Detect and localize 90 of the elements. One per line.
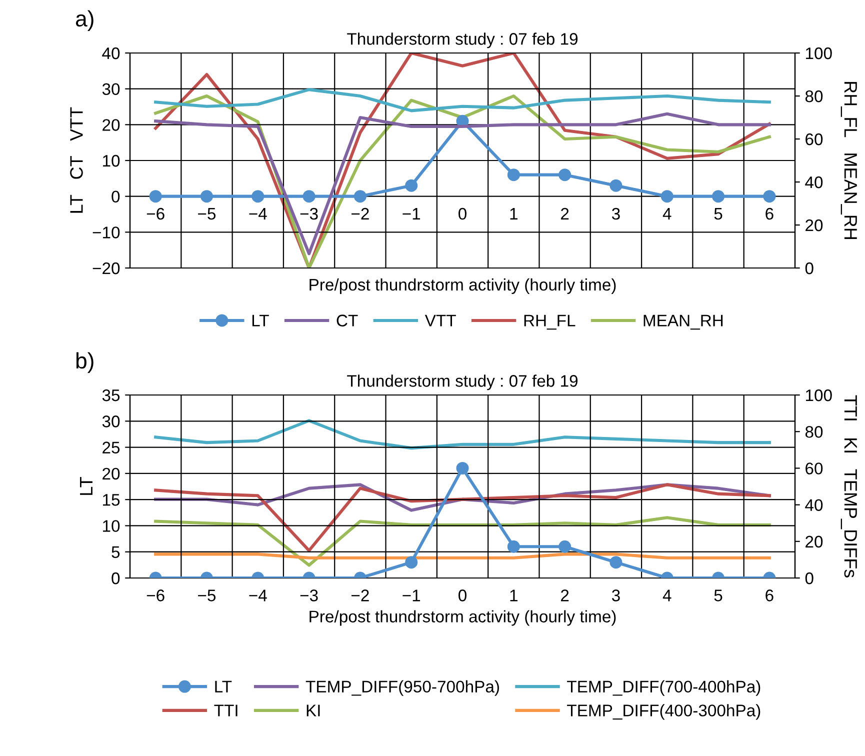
point (660, 190, 674, 203)
legend-label: CT (336, 314, 358, 326)
x-axis-title: Pre/post thundrstorm activity (hourly time) (310, 610, 616, 626)
y2-tick-label: 60 (806, 462, 823, 474)
y-tick-label: 20 (102, 119, 120, 131)
point (763, 190, 776, 203)
legend-label: VTT (424, 314, 456, 326)
line-series (154, 419, 771, 450)
y2-tick-label: 40 (805, 499, 823, 512)
line-series (154, 483, 771, 552)
y2-axis-title: RH_FL MEAN_RH (840, 82, 857, 239)
y2-tick-label: 40 (805, 176, 823, 188)
x-tick-label: 3 (612, 590, 620, 602)
x-tick-label: 5 (714, 590, 722, 602)
legend-label: LT (252, 314, 269, 326)
legend-label: TEMP_DIFF(700-400hPa) (567, 680, 760, 696)
x-axis-title: Pre/post thundrstorm activity (hourly time) (310, 278, 616, 294)
y2-axis-title: TTI KI TEMP_DIFFs (840, 395, 857, 578)
y-tick-label: 10 (103, 520, 120, 532)
y2-tick-label: 100 (806, 389, 832, 402)
point (252, 190, 264, 203)
y2-tick-label: 80 (805, 90, 823, 102)
legend-label: TEMP_DIFF(950-700hPa) (306, 680, 499, 696)
point (200, 190, 213, 203)
x-tick-label: −5 (198, 208, 216, 220)
y2-tick-label: 60 (806, 133, 823, 146)
y-tick-label: 30 (102, 83, 120, 96)
chart-title: Thunderstorm study : 07 feb 19 (347, 32, 578, 48)
line-series (154, 88, 771, 112)
point (354, 190, 366, 203)
x-tick-label: −6 (146, 590, 164, 602)
x-tick-label: 6 (766, 590, 774, 602)
x-tick-label: 6 (766, 208, 774, 220)
line-series (154, 516, 771, 567)
legend-label: TTI (214, 704, 238, 716)
y2-tick-label: 20 (806, 536, 823, 548)
x-tick-label: 3 (612, 208, 620, 220)
point (712, 190, 725, 203)
legend-label: RH_FL (524, 314, 576, 330)
y-tick-label: 5 (112, 546, 120, 558)
y-tick-label: 10 (103, 154, 120, 167)
x-tick-label: 0 (458, 208, 466, 220)
y2-tick-label: 20 (806, 219, 823, 232)
x-tick-label: 1 (510, 590, 518, 602)
x-tick-label: 4 (662, 590, 672, 602)
legend-label: TEMP_DIFF(400-300hPa) (567, 704, 760, 720)
x-tick-label: −1 (402, 590, 420, 602)
y2-tick-label: 0 (805, 572, 814, 584)
y-tick-label: 0 (112, 572, 120, 584)
point (302, 190, 316, 203)
x-tick-label: 2 (561, 590, 569, 602)
x-tick-label: −2 (352, 590, 369, 602)
x-tick-label: −4 (249, 208, 267, 220)
y2-tick-label: 0 (805, 262, 814, 274)
chart-title: Thunderstorm study : 07 feb 19 (347, 374, 578, 390)
legend-label: KI (306, 704, 320, 716)
y-axis-title: LT CT VTT (70, 107, 83, 213)
y-tick-label: 25 (102, 442, 120, 454)
y-tick-label: 15 (103, 494, 120, 506)
y2-tick-label: 100 (806, 47, 832, 60)
point (405, 179, 418, 192)
point (610, 179, 622, 192)
x-tick-label: 2 (561, 208, 569, 220)
x-tick-label: 4 (662, 208, 672, 220)
text: a) (76, 10, 94, 31)
y-tick-label: 35 (102, 389, 120, 402)
y-tick-label: 20 (102, 468, 120, 480)
legend-label: LT (215, 680, 232, 692)
x-tick-label: −1 (402, 208, 420, 220)
legend-label: MEAN_RH (644, 314, 723, 330)
x-tick-label: −6 (146, 208, 164, 220)
x-tick-label: −5 (198, 590, 216, 602)
point (507, 168, 520, 182)
y-tick-label: −10 (92, 226, 120, 238)
y-tick-label: 0 (112, 190, 120, 203)
y-tick-label: 40 (102, 47, 120, 60)
x-tick-label: −4 (249, 590, 267, 602)
x-tick-label: 1 (510, 208, 518, 220)
point (149, 190, 162, 203)
text: b) (76, 352, 94, 373)
x-tick-label: −3 (300, 208, 318, 220)
x-tick-label: 0 (458, 590, 466, 602)
x-tick-label: −2 (352, 208, 369, 220)
y-axis-title: LT (80, 477, 92, 495)
y-tick-label: −20 (92, 262, 120, 274)
x-tick-label: 5 (714, 208, 722, 220)
point (558, 168, 572, 182)
y-tick-label: 30 (102, 416, 120, 428)
y2-tick-label: 80 (805, 426, 823, 438)
x-tick-label: −3 (300, 590, 318, 602)
